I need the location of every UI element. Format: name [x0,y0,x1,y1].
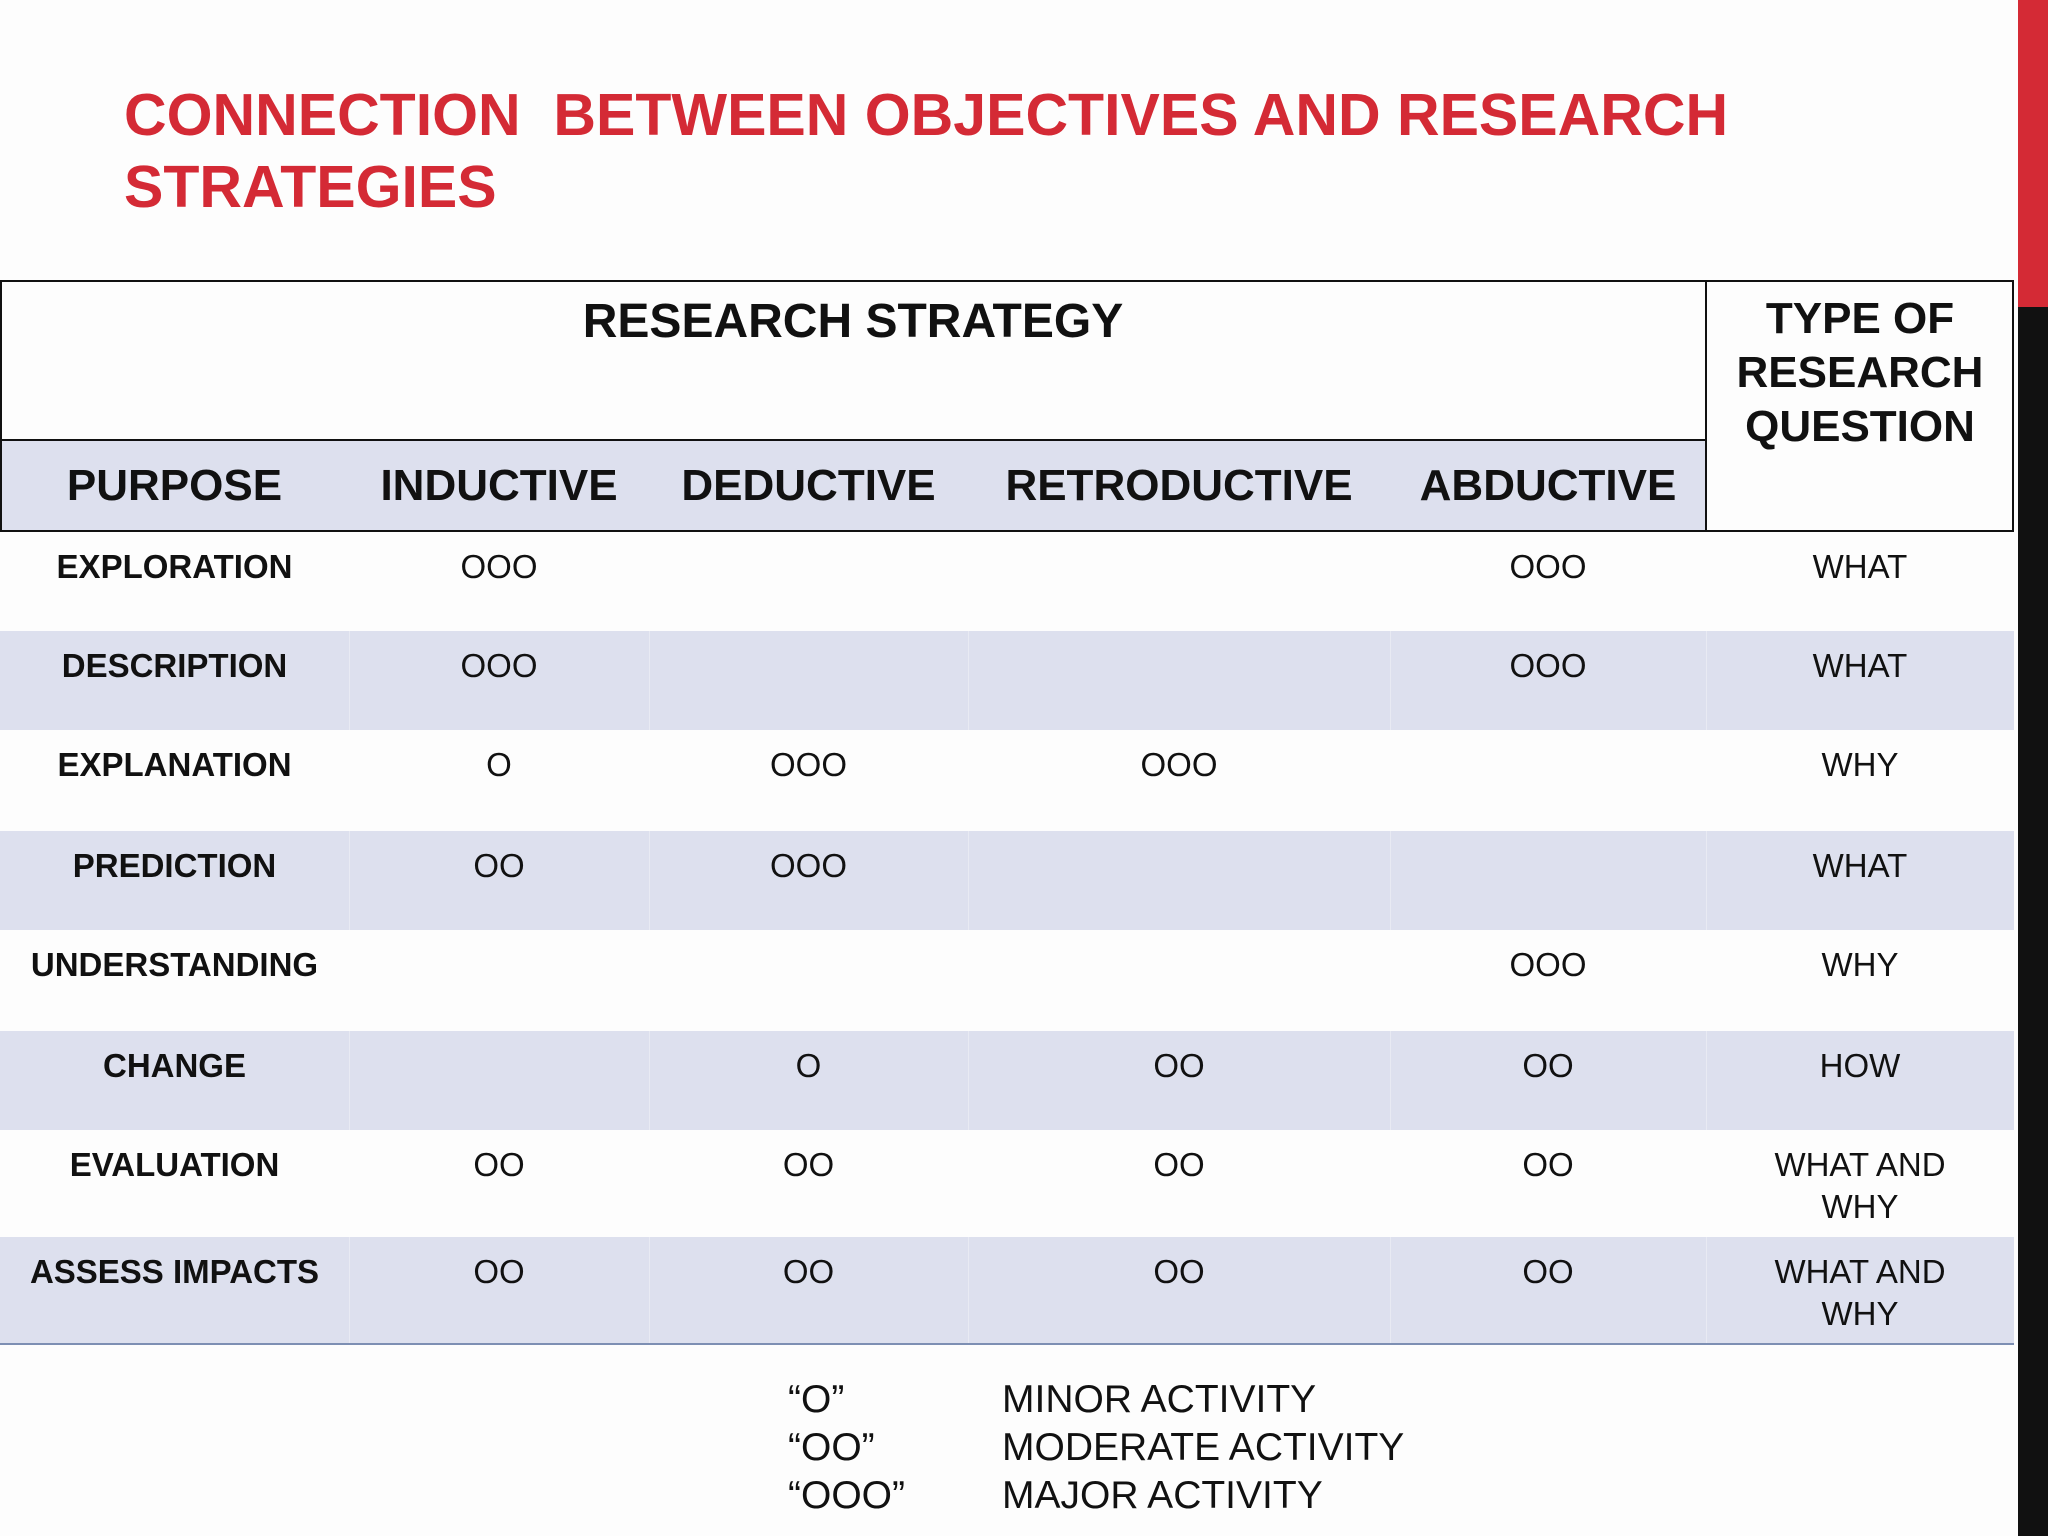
question-type: WHY [1821,946,1899,983]
column-separator [1390,1237,1391,1344]
activity-cell: OOO [1509,946,1587,983]
activity-cell: OO [1522,1253,1574,1290]
column-header: ABDUCTIVE [1419,461,1677,510]
legend-symbol: “OOO” [788,1474,905,1517]
legend-symbol: “O” [788,1378,845,1421]
accent-bar-red [2018,0,2048,307]
legend-meaning: MODERATE ACTIVITY [1002,1426,1405,1469]
row-label: UNDERSTANDING [30,946,319,983]
activity-cell: OOO [769,746,847,783]
column-separator [349,1031,350,1130]
column-separator [968,831,969,930]
activity-cell: OOO [1509,548,1587,585]
activity-cell: OO [782,1253,835,1290]
header-divider [0,439,1706,441]
column-separator [349,631,350,730]
title-line: STRATEGIES [124,154,497,220]
column-separator [649,1237,650,1344]
activity-cell: OO [473,1146,525,1183]
row-background [0,1031,2014,1130]
header-column-band [0,440,1706,532]
question-type: WHAT AND WHY [1774,1253,1946,1332]
legend-meaning: MINOR ACTIVITY [1002,1378,1317,1421]
column-separator [968,631,969,730]
column-separator [1706,1237,1707,1344]
question-type: WHAT [1812,647,1908,684]
column-separator [1390,631,1391,730]
type-header: TYPE OF RESEARCH QUESTION [1736,294,1984,451]
table-bottom-rule [0,1343,2014,1345]
column-header: INDUCTIVE [380,461,618,510]
row-background [0,532,2014,631]
accent-bar-dark [2018,307,2048,1536]
activity-cell: OOO [1140,746,1218,783]
row-background [0,831,2014,930]
row-label: CHANGE [102,1047,246,1084]
title-line: CONNECTION BETWEEN OBJECTIVES AND RESEAR… [124,82,1729,148]
row-label: PREDICTION [72,847,277,884]
column-separator [349,831,350,930]
activity-cell: OO [1153,1253,1205,1290]
row-label: ASSESS IMPACTS [29,1253,320,1290]
activity-cell: OO [1522,1146,1574,1183]
header-frame [0,280,2014,532]
legend-symbol: “OO” [788,1426,875,1469]
column-separator [1390,1031,1391,1130]
column-separator [649,1031,650,1130]
column-separator [1390,831,1391,930]
row-background [0,1237,2014,1344]
column-separator [968,1237,969,1344]
activity-cell: OOO [460,647,538,684]
activity-cell: OOO [460,548,538,585]
activity-cell: OO [1153,1146,1205,1183]
column-separator [1706,831,1707,930]
column-separator [968,1031,969,1130]
activity-cell: O [486,746,512,783]
column-separator [1706,631,1707,730]
question-type: WHAT [1812,548,1908,585]
column-separator [649,631,650,730]
activity-cell: OOO [769,847,847,884]
row-label: EXPLANATION [57,746,292,783]
question-type: WHAT [1812,847,1908,884]
legend-meaning: MAJOR ACTIVITY [1002,1474,1323,1517]
column-header: PURPOSE [66,461,283,510]
column-separator [1706,1031,1707,1130]
activity-cell: OO [782,1146,835,1183]
row-label: EVALUATION [69,1146,280,1183]
question-type: HOW [1819,1047,1901,1084]
activity-cell: O [795,1047,822,1084]
column-header: RETRODUCTIVE [1005,461,1353,510]
row-background [0,930,2014,1031]
activity-cell: OO [1153,1047,1205,1084]
row-background [0,1130,2014,1237]
activity-cell: OO [473,1253,525,1290]
row-label: EXPLORATION [56,548,293,585]
activity-cell: OO [1522,1047,1574,1084]
activity-cell: OOO [1509,647,1587,684]
activity-cell: OO [473,847,525,884]
column-separator [649,831,650,930]
question-type: WHAT AND WHY [1774,1146,1946,1225]
header-type-divider [1705,280,1707,532]
row-background [0,631,2014,730]
group-header: RESEARCH STRATEGY [582,295,1124,348]
row-background [0,730,2014,831]
question-type: WHY [1821,746,1899,783]
column-header: DEDUCTIVE [681,461,936,510]
row-label: DESCRIPTION [61,647,288,684]
column-separator [349,1237,350,1344]
